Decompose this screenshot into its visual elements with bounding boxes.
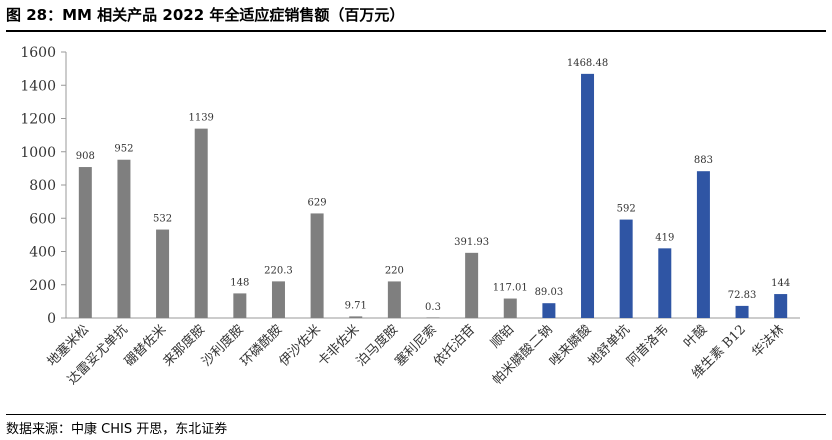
category-label: 沙利度胺 — [199, 322, 247, 370]
y-tick-label: 1600 — [20, 45, 56, 61]
category-label: 顺铂 — [487, 322, 517, 352]
bar — [696, 171, 710, 318]
data-label: 148 — [230, 277, 249, 288]
data-label: 72.83 — [728, 290, 757, 301]
bar — [271, 281, 285, 318]
bar — [310, 213, 324, 318]
bar — [735, 305, 749, 318]
bar — [774, 294, 788, 318]
bar — [349, 316, 363, 318]
bar-chart: 02004006008001000120014001600908地塞米松952达… — [20, 45, 800, 388]
source-divider — [6, 414, 826, 415]
y-tick-label: 400 — [29, 245, 56, 261]
bar — [503, 298, 517, 318]
data-label: 0.3 — [425, 302, 441, 313]
data-label: 532 — [153, 214, 172, 225]
category-label: 叶酸 — [681, 322, 710, 351]
data-label: 220 — [385, 265, 404, 276]
bar — [619, 219, 633, 318]
y-tick-label: 1200 — [20, 112, 56, 128]
bar — [658, 248, 672, 318]
category-label: 塞利尼索 — [392, 322, 440, 370]
category-label: 阿昔洛韦 — [624, 322, 671, 369]
data-label: 629 — [308, 197, 327, 208]
bar — [387, 281, 401, 318]
data-label: 883 — [694, 155, 713, 166]
figure-source: 数据来源：中康 CHIS 开思，东北证券 — [6, 422, 228, 437]
category-label: 伊沙佐米 — [277, 322, 324, 369]
category-label: 华法林 — [749, 322, 787, 360]
data-label: 9.71 — [345, 300, 367, 311]
category-label: 硼替佐米 — [122, 322, 169, 369]
category-label: 唑来膦酸 — [546, 322, 594, 370]
bar — [581, 73, 595, 318]
bar — [465, 252, 479, 318]
category-label: 地舒单抗 — [586, 322, 633, 369]
bar — [426, 317, 440, 318]
bar — [78, 167, 92, 318]
category-label: 来那度胺 — [160, 322, 208, 370]
data-label: 419 — [655, 232, 674, 243]
bar — [233, 293, 247, 318]
y-tick-label: 0 — [47, 311, 56, 327]
data-label: 144 — [771, 278, 790, 289]
figure-title: 图 28：MM 相关产品 2022 年全适应症销售额（百万元） — [6, 6, 405, 24]
data-label: 117.01 — [493, 283, 528, 294]
data-label: 952 — [114, 144, 133, 155]
bar — [117, 159, 131, 318]
data-label: 391.93 — [454, 237, 489, 248]
category-label: 卡非佐米 — [315, 322, 362, 369]
category-label: 泊马度胺 — [353, 322, 401, 370]
y-tick-label: 1400 — [20, 78, 56, 94]
bar — [156, 229, 170, 318]
data-label: 908 — [76, 151, 95, 162]
y-tick-label: 800 — [29, 178, 56, 194]
bar — [542, 303, 556, 318]
y-tick-label: 200 — [29, 278, 56, 294]
category-label: 环磷酰胺 — [238, 322, 285, 369]
data-label: 592 — [617, 204, 636, 215]
title-divider — [6, 30, 826, 32]
bar — [194, 128, 208, 318]
data-label: 89.03 — [535, 287, 564, 298]
category-label: 依托泊苷 — [431, 322, 478, 369]
y-tick-label: 600 — [29, 211, 56, 227]
data-label: 1468.48 — [567, 58, 608, 69]
data-label: 220.3 — [264, 265, 293, 276]
y-tick-label: 1000 — [20, 145, 56, 161]
data-label: 1139 — [188, 113, 213, 124]
